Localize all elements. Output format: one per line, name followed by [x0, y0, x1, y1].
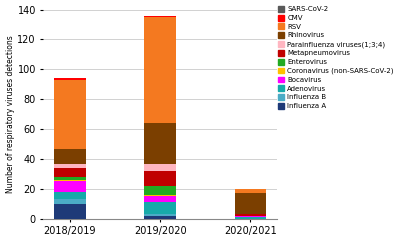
- Bar: [54, 149, 86, 164]
- Bar: [54, 182, 86, 192]
- Bar: [235, 216, 266, 217]
- Bar: [54, 180, 86, 182]
- Bar: [144, 164, 176, 171]
- Bar: [54, 204, 86, 219]
- Y-axis label: Number of respiratory viruses detections: Number of respiratory viruses detections: [6, 35, 14, 193]
- Bar: [54, 164, 86, 168]
- Bar: [54, 199, 86, 204]
- Bar: [235, 217, 266, 219]
- Bar: [144, 202, 176, 214]
- Bar: [144, 171, 176, 186]
- Bar: [54, 78, 86, 80]
- Bar: [54, 168, 86, 177]
- Bar: [54, 80, 86, 149]
- Bar: [235, 193, 266, 214]
- Bar: [144, 214, 176, 216]
- Bar: [144, 17, 176, 123]
- Bar: [144, 197, 176, 202]
- Bar: [144, 123, 176, 164]
- Bar: [235, 214, 266, 216]
- Bar: [235, 189, 266, 193]
- Bar: [54, 177, 86, 180]
- Bar: [144, 195, 176, 197]
- Bar: [54, 192, 86, 199]
- Bar: [144, 186, 176, 195]
- Legend: SARS-CoV-2, CMV, RSV, Rhinovirus, Parainfluenza viruses(1;3;4), Metapneumovirus,: SARS-CoV-2, CMV, RSV, Rhinovirus, Parain…: [277, 5, 394, 110]
- Bar: [144, 15, 176, 17]
- Bar: [144, 216, 176, 219]
